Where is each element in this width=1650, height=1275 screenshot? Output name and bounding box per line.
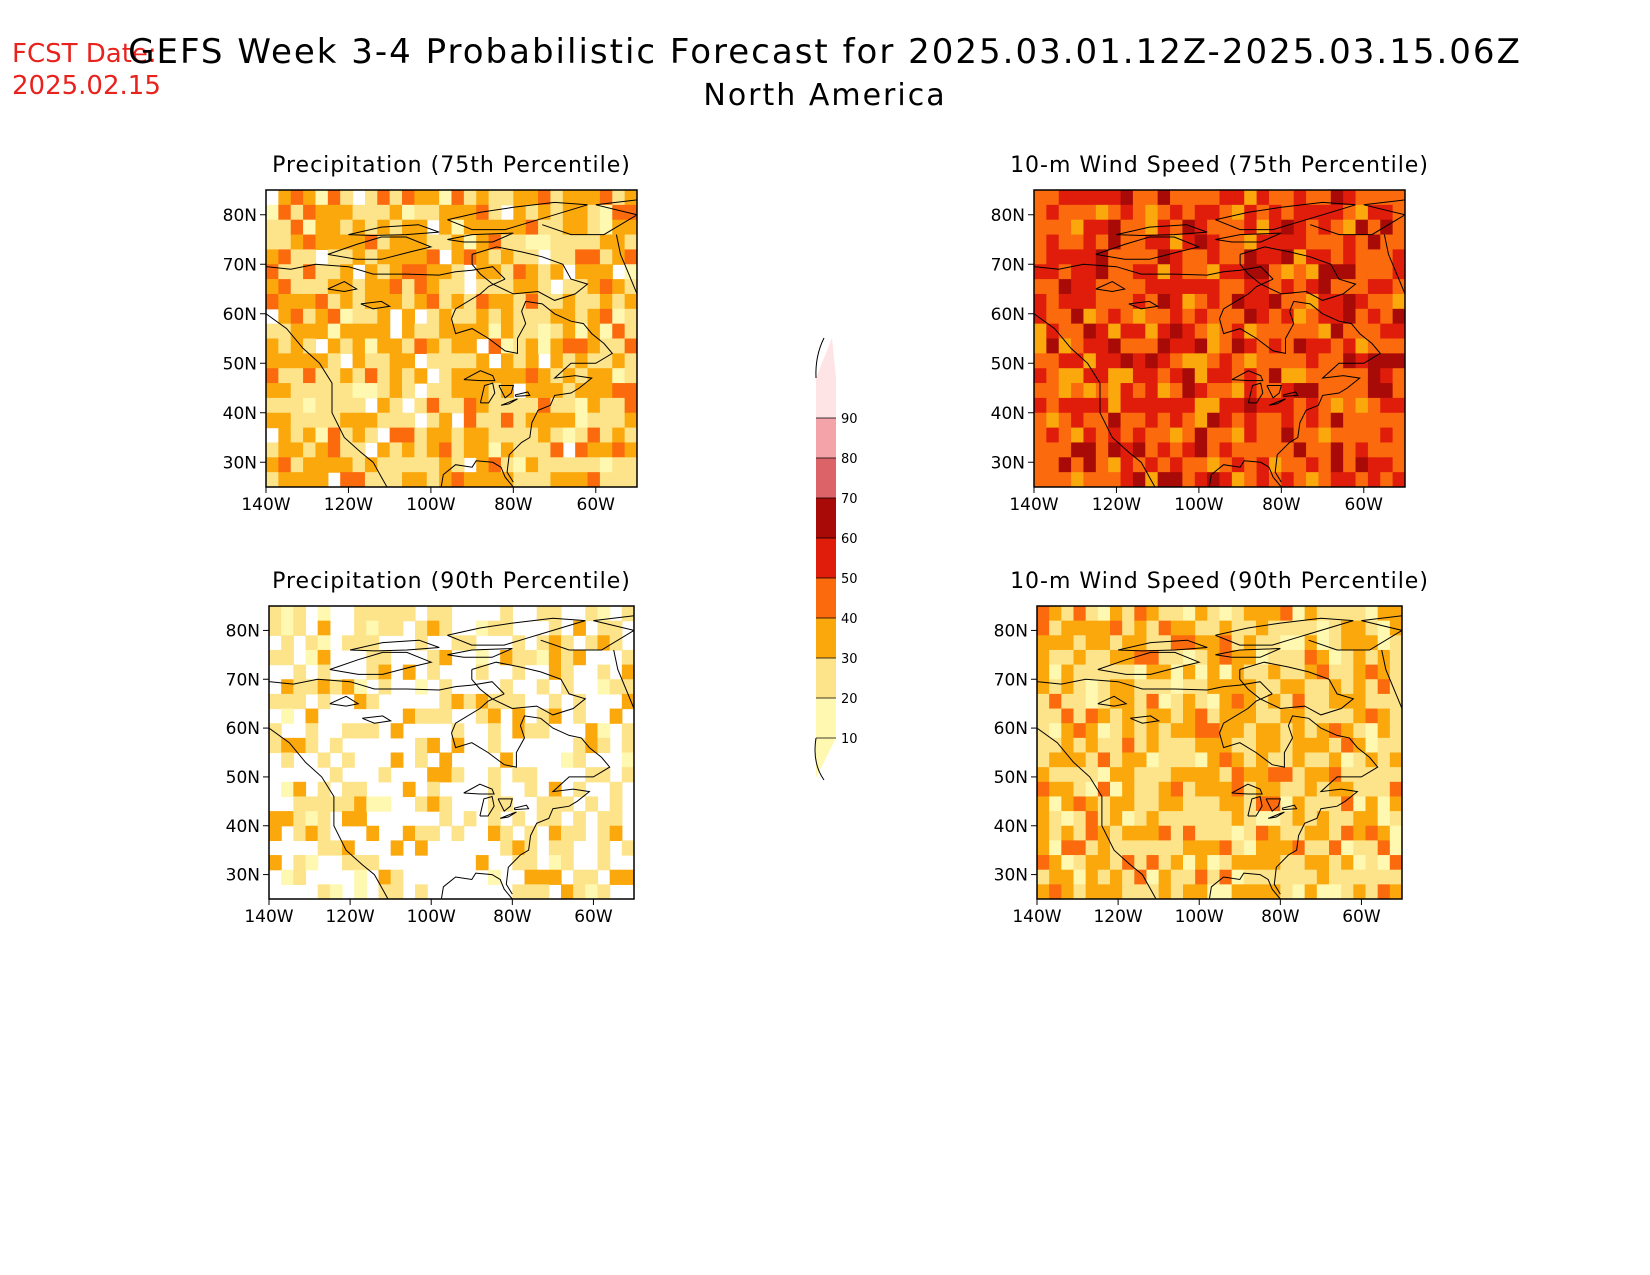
main-title: GEFS Week 3-4 Probabilistic Forecast for…: [128, 32, 1522, 72]
lat-tick-label: 40N: [991, 404, 1025, 424]
lon-tick-label: 60W: [1342, 907, 1381, 927]
lat-tick-label: 40N: [223, 404, 257, 424]
lat-tick-label: 80N: [226, 621, 260, 641]
lat-tick-label: 60N: [991, 305, 1025, 325]
lon-tick-label: 140W: [244, 907, 293, 927]
lon-tick-label: 100W: [1175, 907, 1224, 927]
lat-tick-label: 30N: [223, 453, 257, 473]
lat-tick-label: 50N: [994, 768, 1028, 788]
lon-tick-label: 140W: [1012, 907, 1061, 927]
lon-tick-label: 80W: [1261, 907, 1300, 927]
lat-tick-label: 70N: [991, 255, 1025, 275]
lat-tick-label: 50N: [223, 354, 257, 374]
map-frame: [1036, 605, 1403, 900]
lat-tick-label: 60N: [226, 719, 260, 739]
lat-tick-label: 60N: [223, 305, 257, 325]
shaded-field: [266, 190, 637, 487]
lon-tick-label: 100W: [406, 495, 455, 515]
map-panel-precip75: Precipitation (75th Percentile) 30N 40N 50N…: [223, 153, 638, 515]
forecast-date-label: FCST Date: 2025.02.15: [12, 38, 161, 102]
coastlines: [269, 615, 634, 899]
lat-tick-label: 50N: [991, 354, 1025, 374]
map-frame: [268, 605, 635, 900]
panel-title: 10-m Wind Speed (90th Percentile): [1010, 569, 1429, 594]
colorbar-tick-label: 50: [841, 572, 858, 587]
panel-title: Precipitation (90th Percentile): [272, 569, 631, 594]
lat-tick-label: 30N: [226, 866, 260, 886]
lon-tick-label: 80W: [494, 495, 533, 515]
map-frame: [265, 189, 638, 488]
colorbar-swatch: [816, 578, 836, 618]
coastlines: [1034, 199, 1405, 487]
colorbar-swatch: [816, 658, 836, 698]
lon-tick-label: 60W: [577, 495, 616, 515]
lon-tick-label: 140W: [241, 495, 290, 515]
coastlines: [1037, 615, 1402, 899]
lat-tick-label: 80N: [991, 206, 1025, 226]
lat-tick-label: 80N: [994, 621, 1028, 641]
lon-tick-label: 60W: [574, 907, 613, 927]
shaded-field: [1034, 190, 1405, 487]
colorbar-tick-label: 20: [841, 692, 858, 707]
lat-tick-label: 40N: [226, 817, 260, 837]
lon-tick-label: 100W: [1174, 495, 1223, 515]
lat-tick-label: 50N: [226, 768, 260, 788]
colorbar-tick-label: 40: [841, 612, 858, 627]
colorbar-tick-label: 80: [841, 452, 858, 467]
lon-tick-label: 120W: [324, 495, 373, 515]
lat-tick-label: 80N: [223, 206, 257, 226]
map-panel-wind90: 10-m Wind Speed (90th Percentile) 30N 40N 5…: [994, 569, 1429, 927]
map-frame: [1033, 189, 1406, 488]
fcst-date: 2025.02.15: [12, 71, 161, 101]
shaded-field: [269, 606, 634, 899]
map-panel-wind75: 10-m Wind Speed (75th Percentile) 30N 40N 5…: [991, 153, 1429, 515]
lat-tick-label: 70N: [994, 670, 1028, 690]
lat-tick-label: 30N: [994, 866, 1028, 886]
colorbar: 10 20 30 40 50 60 70 80 90: [814, 337, 858, 781]
panel-title: 10-m Wind Speed (75th Percentile): [1010, 153, 1429, 178]
colorbar-tick-label: 60: [841, 532, 858, 547]
region-subtitle: North America: [703, 78, 947, 113]
lon-tick-label: 120W: [1092, 495, 1141, 515]
lat-tick-label: 70N: [226, 670, 260, 690]
colorbar-swatch: [816, 698, 836, 738]
colorbar-swatch: [816, 418, 836, 458]
colorbar-swatch: [816, 458, 836, 498]
lon-tick-label: 60W: [1345, 495, 1384, 515]
lat-tick-label: 70N: [223, 255, 257, 275]
lon-tick-label: 120W: [325, 907, 374, 927]
lon-tick-label: 120W: [1093, 907, 1142, 927]
colorbar-swatch: [816, 538, 836, 578]
colorbar-tick-label: 90: [841, 412, 858, 427]
lat-tick-label: 60N: [994, 719, 1028, 739]
colorbar-swatch: [816, 498, 836, 538]
lat-tick-label: 30N: [991, 453, 1025, 473]
coastlines: [266, 199, 637, 487]
shaded-field: [1037, 606, 1402, 899]
colorbar-tick-label: 70: [841, 492, 858, 507]
lon-tick-label: 80W: [493, 907, 532, 927]
lat-tick-label: 40N: [994, 817, 1028, 837]
panel-title: Precipitation (75th Percentile): [272, 153, 631, 178]
lon-tick-label: 100W: [407, 907, 456, 927]
colorbar-swatch: [816, 618, 836, 658]
lon-tick-label: 80W: [1262, 495, 1301, 515]
fcst-label: FCST Date:: [12, 39, 157, 69]
colorbar-tick-label: 30: [841, 652, 858, 667]
map-panel-precip90: Precipitation (90th Percentile) 30N 40N 50N…: [226, 569, 635, 927]
colorbar-tick-label: 10: [841, 732, 858, 747]
colorbar-swatch: [816, 378, 836, 418]
lon-tick-label: 140W: [1009, 495, 1058, 515]
